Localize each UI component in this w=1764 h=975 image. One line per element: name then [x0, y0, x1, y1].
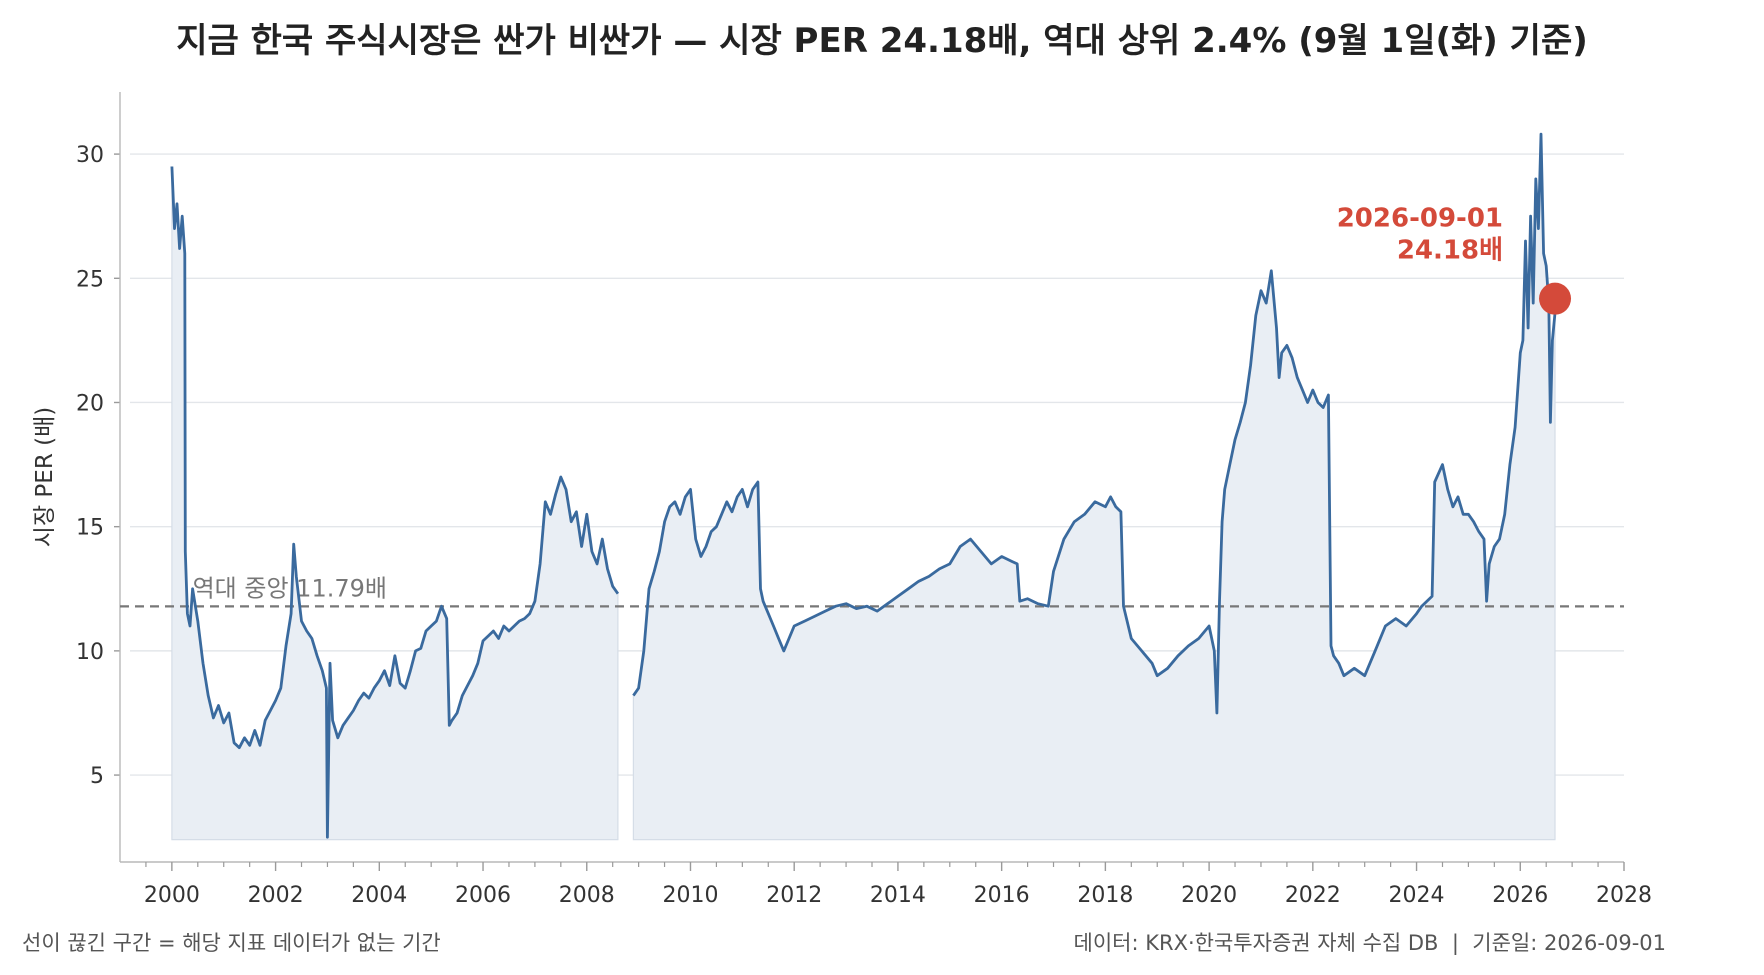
median-reference: 역대 중앙 11.79배 — [120, 574, 1624, 608]
per-series — [170, 132, 1557, 839]
median-label: 역대 중앙 11.79배 — [193, 574, 387, 602]
x-tick-label-2016: 2016 — [974, 883, 1030, 908]
x-tick-label-2004: 2004 — [351, 883, 407, 908]
current-point — [1539, 282, 1572, 315]
area-segment-1 — [171, 166, 619, 841]
x-tick-label-2008: 2008 — [559, 883, 615, 908]
x-tick-label-2022: 2022 — [1285, 883, 1341, 908]
current-marker: 2026-09-01 24.18배 — [1337, 204, 1572, 315]
x-tick-label-2014: 2014 — [870, 883, 926, 908]
x-tick-label-2024: 2024 — [1389, 883, 1445, 908]
x-tick-label-2002: 2002 — [248, 883, 304, 908]
chart-title: 지금 한국 주식시장은 싼가 비싼가 — 시장 PER 24.18배, 역대 상… — [176, 21, 1588, 61]
y-axis-title: 시장 PER (배) — [32, 407, 58, 547]
x-tick-label-2000: 2000 — [144, 883, 200, 908]
x-tick-label-2020: 2020 — [1181, 883, 1237, 908]
y-tick-label-25: 25 — [76, 267, 104, 292]
area-fill — [171, 134, 1556, 841]
footnote-gap-note: 선이 끊긴 구간 = 해당 지표 데이터가 없는 기간 — [22, 931, 441, 955]
x-tick-label-2012: 2012 — [766, 883, 822, 908]
axes: 5 10 15 20 25 30 2000 2002 2004 2006 2008 2010 2012 2… — [76, 92, 1652, 908]
y-tick-label-20: 20 — [76, 391, 104, 416]
y-tick-label-30: 30 — [76, 143, 104, 168]
x-tick-label-2010: 2010 — [662, 883, 718, 908]
y-tick-label-10: 10 — [76, 640, 104, 665]
x-tick-label-2028: 2028 — [1596, 883, 1652, 908]
current-date-label: 2026-09-01 — [1337, 204, 1503, 234]
y-tick-label-5: 5 — [90, 764, 104, 789]
footnote-source: 데이터: KRX·한국투자증권 자체 수집 DB | 기준일: 2026-09-… — [1074, 931, 1666, 956]
x-tick-label-2026: 2026 — [1492, 883, 1548, 908]
x-tick-label-2006: 2006 — [455, 883, 511, 908]
current-value-label: 24.18배 — [1397, 236, 1503, 266]
y-tick-label-15: 15 — [76, 516, 104, 541]
x-tick-label-2018: 2018 — [1077, 883, 1133, 908]
per-line-segment-1 — [170, 166, 620, 839]
per-line-segment-2 — [632, 132, 1557, 715]
